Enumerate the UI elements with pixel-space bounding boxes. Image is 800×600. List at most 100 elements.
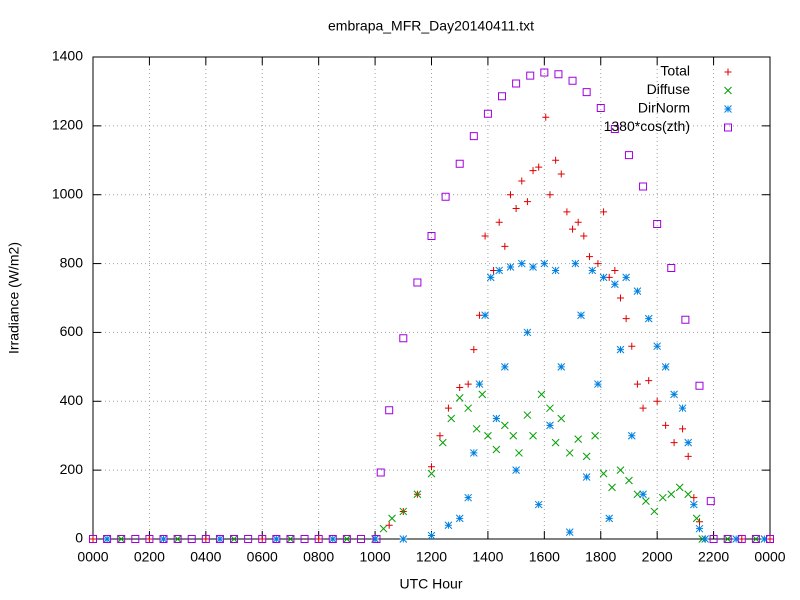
legend-label: DirNorm [638,100,690,116]
point [385,406,394,415]
legend-label: Diffuse [647,81,691,97]
point [506,191,514,199]
point [342,535,351,543]
point [732,535,741,543]
point [483,109,492,118]
point [470,346,478,354]
point [679,425,687,433]
point [475,380,484,388]
point [546,404,554,413]
point [272,535,281,543]
y-tick-label: 200 [60,461,84,477]
point [540,259,549,268]
point [455,159,464,168]
point [427,469,436,478]
point [678,404,687,413]
point [580,232,588,240]
point [737,535,746,543]
series [103,259,769,543]
point [534,500,543,509]
point [557,363,566,371]
point [512,79,521,88]
point [684,490,693,499]
point [574,218,582,226]
point [644,314,653,323]
point [399,535,408,543]
point [616,345,625,354]
point [658,493,667,502]
point [752,535,760,543]
point [709,535,718,543]
point [464,404,473,413]
point [552,156,560,164]
point [495,218,503,226]
point [258,535,266,543]
legend-marker [724,105,732,113]
point [684,438,693,447]
point [500,363,509,371]
point [565,528,574,536]
point [523,198,531,206]
series [117,390,760,543]
point [596,103,605,112]
point [518,177,526,185]
point [413,490,422,499]
point [117,535,126,543]
legend-marker [724,123,732,132]
point [610,124,619,133]
point [661,363,670,371]
point [512,204,520,212]
x-tick-label: 1800 [585,549,616,565]
point [625,476,633,485]
point [258,535,267,543]
point [399,334,408,343]
x-tick-label: 2000 [642,549,673,565]
point [639,404,647,412]
point [428,463,435,471]
point [594,260,602,268]
point [89,535,97,543]
point [202,535,210,543]
point [469,449,478,457]
point [486,273,495,282]
point [628,342,636,350]
point [272,535,281,543]
point [692,514,701,523]
point [103,535,111,543]
point [501,242,509,250]
point [624,151,633,160]
point [684,452,692,460]
point [523,411,532,419]
point [492,445,501,454]
point [760,535,769,543]
point [667,264,676,273]
chart-title: embrapa_MFR_Day20140411.txt [328,18,534,34]
point [512,466,520,474]
point [103,535,112,543]
point [670,439,678,447]
point [662,421,670,429]
point [286,535,295,543]
x-tick-label: 0600 [247,549,278,565]
point [642,497,650,505]
point [300,535,309,543]
point [582,88,591,97]
point [495,266,504,275]
point [627,431,636,440]
point [551,266,560,275]
point [766,535,774,543]
point [173,535,182,543]
point [464,380,472,388]
point [689,500,698,509]
point [455,514,464,523]
point [413,278,422,287]
point [582,473,591,481]
x-tick-label: 1400 [472,549,503,565]
point [653,219,662,228]
point [529,431,537,440]
x-tick-label: 0000 [754,549,785,565]
point [399,507,408,516]
point [546,421,554,430]
point [481,232,489,240]
